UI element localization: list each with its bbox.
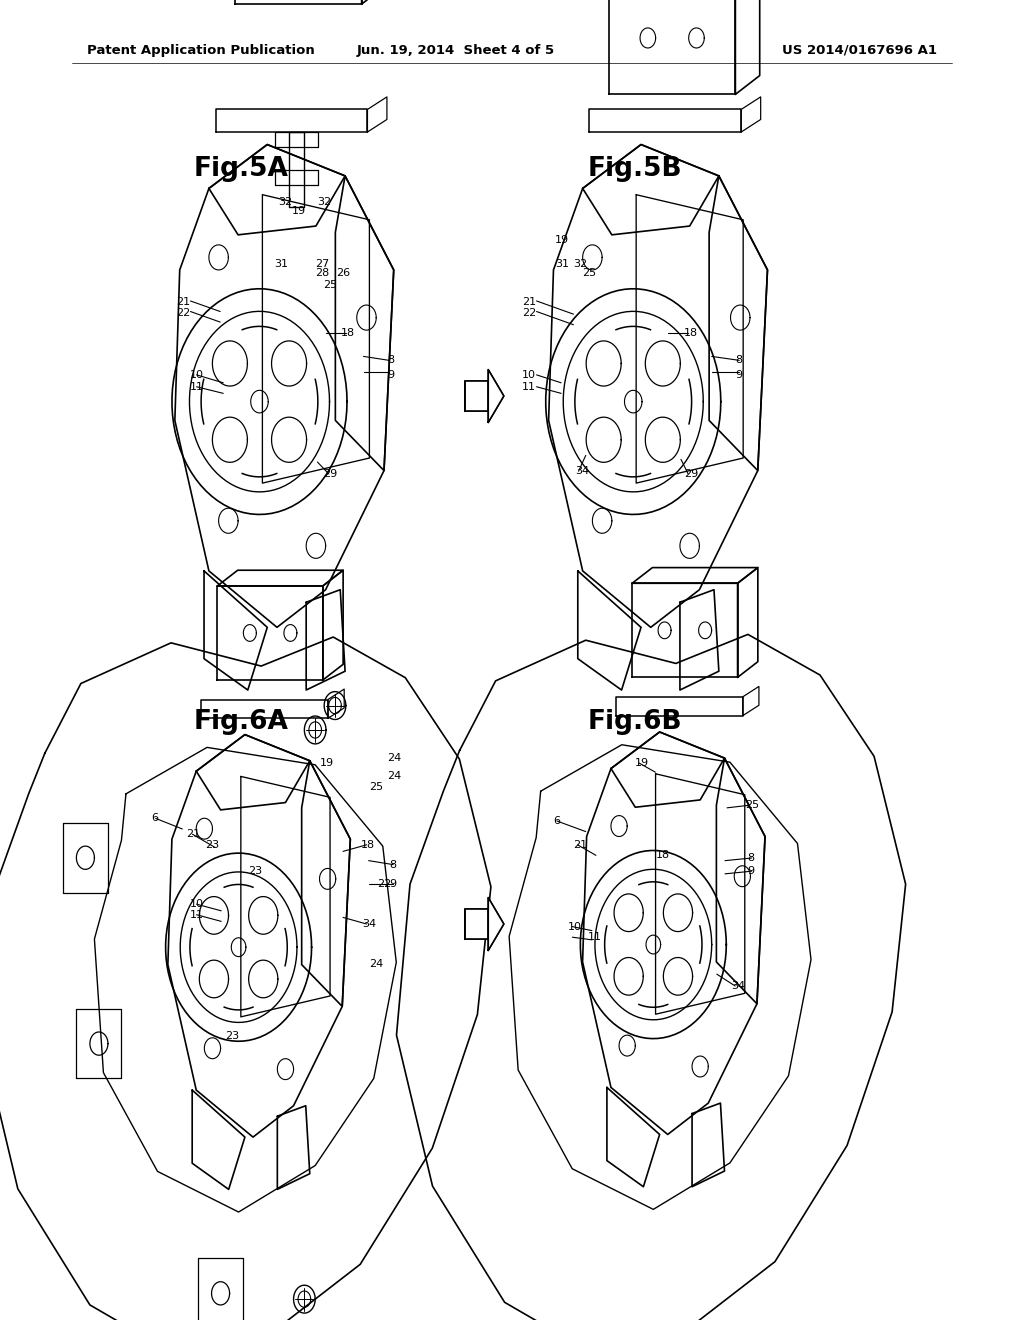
Text: 11: 11 <box>189 381 204 392</box>
Text: 32: 32 <box>317 197 332 207</box>
Text: 34: 34 <box>575 466 590 477</box>
Text: US 2014/0167696 A1: US 2014/0167696 A1 <box>782 44 937 57</box>
Text: 25: 25 <box>582 268 596 279</box>
Text: Fig.6A: Fig.6A <box>194 709 288 735</box>
Text: 31: 31 <box>555 259 569 269</box>
Text: 34: 34 <box>362 919 377 929</box>
Polygon shape <box>488 370 504 422</box>
Text: 8: 8 <box>748 853 755 863</box>
Text: 18: 18 <box>341 327 355 338</box>
Text: 9: 9 <box>748 866 755 876</box>
Text: 19: 19 <box>635 758 649 768</box>
Text: 10: 10 <box>522 370 537 380</box>
Text: 25: 25 <box>324 280 338 290</box>
Text: 19: 19 <box>555 235 569 246</box>
Text: 31: 31 <box>274 259 289 269</box>
Text: 21: 21 <box>573 840 588 850</box>
Text: 9: 9 <box>735 370 742 380</box>
Text: 21: 21 <box>176 297 190 308</box>
Text: 19: 19 <box>319 758 334 768</box>
Text: Fig.5A: Fig.5A <box>194 156 288 182</box>
Text: 23: 23 <box>225 1031 240 1041</box>
Text: 34: 34 <box>731 981 745 991</box>
Text: 8: 8 <box>387 355 394 366</box>
Text: 10: 10 <box>189 899 204 909</box>
Text: 22: 22 <box>176 308 190 318</box>
Text: 9: 9 <box>387 370 394 380</box>
Text: 9: 9 <box>389 879 396 890</box>
Text: 18: 18 <box>655 850 670 861</box>
Text: 8: 8 <box>735 355 742 366</box>
Text: 18: 18 <box>360 840 375 850</box>
Text: 22: 22 <box>522 308 537 318</box>
Text: 24: 24 <box>387 752 401 763</box>
Text: 19: 19 <box>292 206 306 216</box>
Text: 24: 24 <box>387 771 401 781</box>
Text: 23: 23 <box>248 866 262 876</box>
Text: 22: 22 <box>377 879 391 890</box>
Text: 28: 28 <box>315 268 330 279</box>
Text: 32: 32 <box>573 259 588 269</box>
Text: 32: 32 <box>279 197 293 207</box>
Text: 21: 21 <box>186 829 201 840</box>
Text: 29: 29 <box>324 469 338 479</box>
Text: Fig.6B: Fig.6B <box>588 709 682 735</box>
Text: Jun. 19, 2014  Sheet 4 of 5: Jun. 19, 2014 Sheet 4 of 5 <box>356 44 555 57</box>
Text: 27: 27 <box>315 259 330 269</box>
Text: 25: 25 <box>745 800 760 810</box>
Text: 10: 10 <box>189 370 204 380</box>
Text: 21: 21 <box>522 297 537 308</box>
Text: 11: 11 <box>189 909 204 920</box>
Text: 10: 10 <box>568 921 583 932</box>
Text: 18: 18 <box>684 327 698 338</box>
Text: 25: 25 <box>369 781 383 792</box>
Text: Fig.5B: Fig.5B <box>588 156 682 182</box>
Text: 29: 29 <box>684 469 698 479</box>
Text: 8: 8 <box>389 859 396 870</box>
Text: 6: 6 <box>152 813 159 824</box>
Text: 23: 23 <box>205 840 219 850</box>
Text: 11: 11 <box>522 381 537 392</box>
Polygon shape <box>465 909 488 939</box>
Text: 11: 11 <box>588 932 602 942</box>
Text: 26: 26 <box>336 268 350 279</box>
Polygon shape <box>488 898 504 950</box>
Text: 24: 24 <box>369 958 383 969</box>
Text: Patent Application Publication: Patent Application Publication <box>87 44 314 57</box>
Polygon shape <box>465 381 488 411</box>
Text: 6: 6 <box>553 816 560 826</box>
